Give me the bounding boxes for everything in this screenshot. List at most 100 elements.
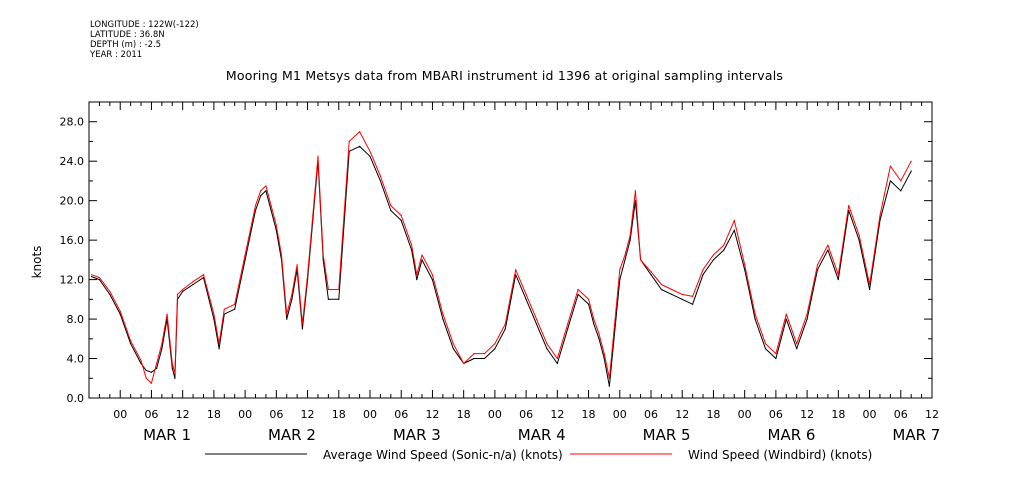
- legend: Average Wind Speed (Sonic-n/a) (knots) W…: [205, 448, 872, 462]
- data-point: [660, 283, 663, 286]
- data-point: [416, 279, 418, 281]
- data-point: [140, 359, 142, 362]
- x-tick-label: 00: [863, 408, 877, 421]
- data-point: [577, 293, 579, 295]
- data-point: [213, 313, 215, 315]
- data-point: [265, 185, 267, 187]
- x-tick-label: 12: [301, 408, 315, 421]
- latitude-text: LATITUDE : 36.8N: [90, 30, 165, 40]
- data-point: [660, 288, 663, 291]
- data-point: [775, 357, 777, 360]
- data-point: [494, 348, 496, 350]
- day-label: MAR 2: [268, 426, 316, 444]
- data-point: [712, 259, 715, 261]
- data-point: [525, 298, 527, 300]
- series-average-wind-speed: [91, 145, 912, 387]
- data-point: [171, 367, 173, 369]
- x-tick-label: 00: [363, 408, 377, 421]
- data-point: [504, 328, 506, 330]
- data-point: [182, 288, 184, 291]
- data-point: [473, 353, 475, 355]
- data-point: [161, 343, 163, 345]
- data-point: [244, 259, 246, 261]
- y-tick-label: 12.0: [60, 274, 85, 287]
- data-point: [416, 274, 418, 276]
- data-point: [603, 353, 605, 355]
- x-tick-label: 06: [894, 408, 908, 421]
- data-point: [515, 269, 517, 271]
- data-point: [452, 343, 454, 345]
- data-point: [369, 155, 371, 157]
- data-point: [400, 214, 402, 217]
- data-point: [192, 280, 194, 283]
- data-point: [650, 271, 652, 273]
- data-point: [98, 277, 101, 279]
- data-point: [411, 244, 413, 246]
- data-point: [421, 254, 423, 256]
- x-tick-label: 12: [425, 408, 439, 421]
- data-point: [452, 348, 454, 350]
- data-point: [608, 377, 610, 379]
- series-layer: [91, 131, 912, 387]
- data-point: [421, 259, 423, 261]
- data-point: [317, 155, 319, 157]
- data-point: [442, 318, 444, 320]
- data-point: [301, 328, 303, 330]
- y-tick-label: 28.0: [60, 116, 85, 129]
- x-tick-label: 18: [332, 408, 346, 421]
- data-point: [733, 219, 735, 221]
- data-point: [348, 140, 350, 143]
- data-point: [910, 170, 912, 172]
- data-point: [858, 234, 860, 236]
- x-tick-label: 18: [457, 408, 471, 421]
- data-point: [254, 209, 257, 212]
- data-point: [754, 318, 756, 320]
- data-point: [692, 295, 694, 297]
- data-point: [629, 234, 631, 236]
- y-tick-label: 0.0: [67, 392, 85, 405]
- data-point: [431, 279, 434, 281]
- data-point: [650, 274, 652, 276]
- data-point: [868, 288, 871, 291]
- data-point: [744, 269, 746, 271]
- data-point: [213, 318, 215, 320]
- day-label: MAR 4: [518, 426, 566, 444]
- day-label: MAR 6: [768, 426, 816, 444]
- x-tick-label: 18: [207, 408, 221, 421]
- data-point: [619, 269, 621, 271]
- data-point: [145, 377, 147, 379]
- data-point: [483, 357, 486, 360]
- data-point: [270, 209, 272, 212]
- day-labels: MAR 1 MAR 2 MAR 3 MAR 4 MAR 5 MAR 6 MAR 7: [143, 426, 940, 444]
- data-point: [176, 293, 179, 295]
- data-point: [868, 283, 871, 286]
- data-point: [463, 362, 465, 365]
- x-tick-label: 06: [769, 408, 783, 421]
- data-point: [624, 259, 626, 261]
- x-tick-label: 12: [176, 408, 190, 421]
- y-tick-label: 16.0: [60, 234, 85, 247]
- data-point: [889, 180, 891, 182]
- data-point: [692, 303, 694, 305]
- x-tick-label: 06: [394, 408, 408, 421]
- x-tick-label: 00: [488, 408, 502, 421]
- data-point: [234, 308, 236, 310]
- data-point: [483, 353, 486, 355]
- x-tick-label: 00: [613, 408, 627, 421]
- data-point: [775, 353, 777, 355]
- x-tick-label: 18: [582, 408, 596, 421]
- y-tick-label: 8.0: [67, 313, 85, 326]
- data-point: [286, 318, 288, 320]
- data-point: [733, 229, 735, 231]
- data-point: [322, 254, 324, 256]
- data-point: [900, 180, 902, 182]
- data-point: [174, 377, 176, 379]
- data-point: [130, 340, 132, 342]
- data-point: [265, 190, 267, 192]
- x-tick-label: 06: [144, 408, 158, 421]
- station-metadata: LONGITUDE : 122W(-122) LATITUDE : 36.8N …: [90, 20, 199, 60]
- data-point: [91, 276, 93, 278]
- data-point: [577, 288, 579, 291]
- legend-label-black: Average Wind Speed (Sonic-n/a) (knots): [323, 448, 563, 462]
